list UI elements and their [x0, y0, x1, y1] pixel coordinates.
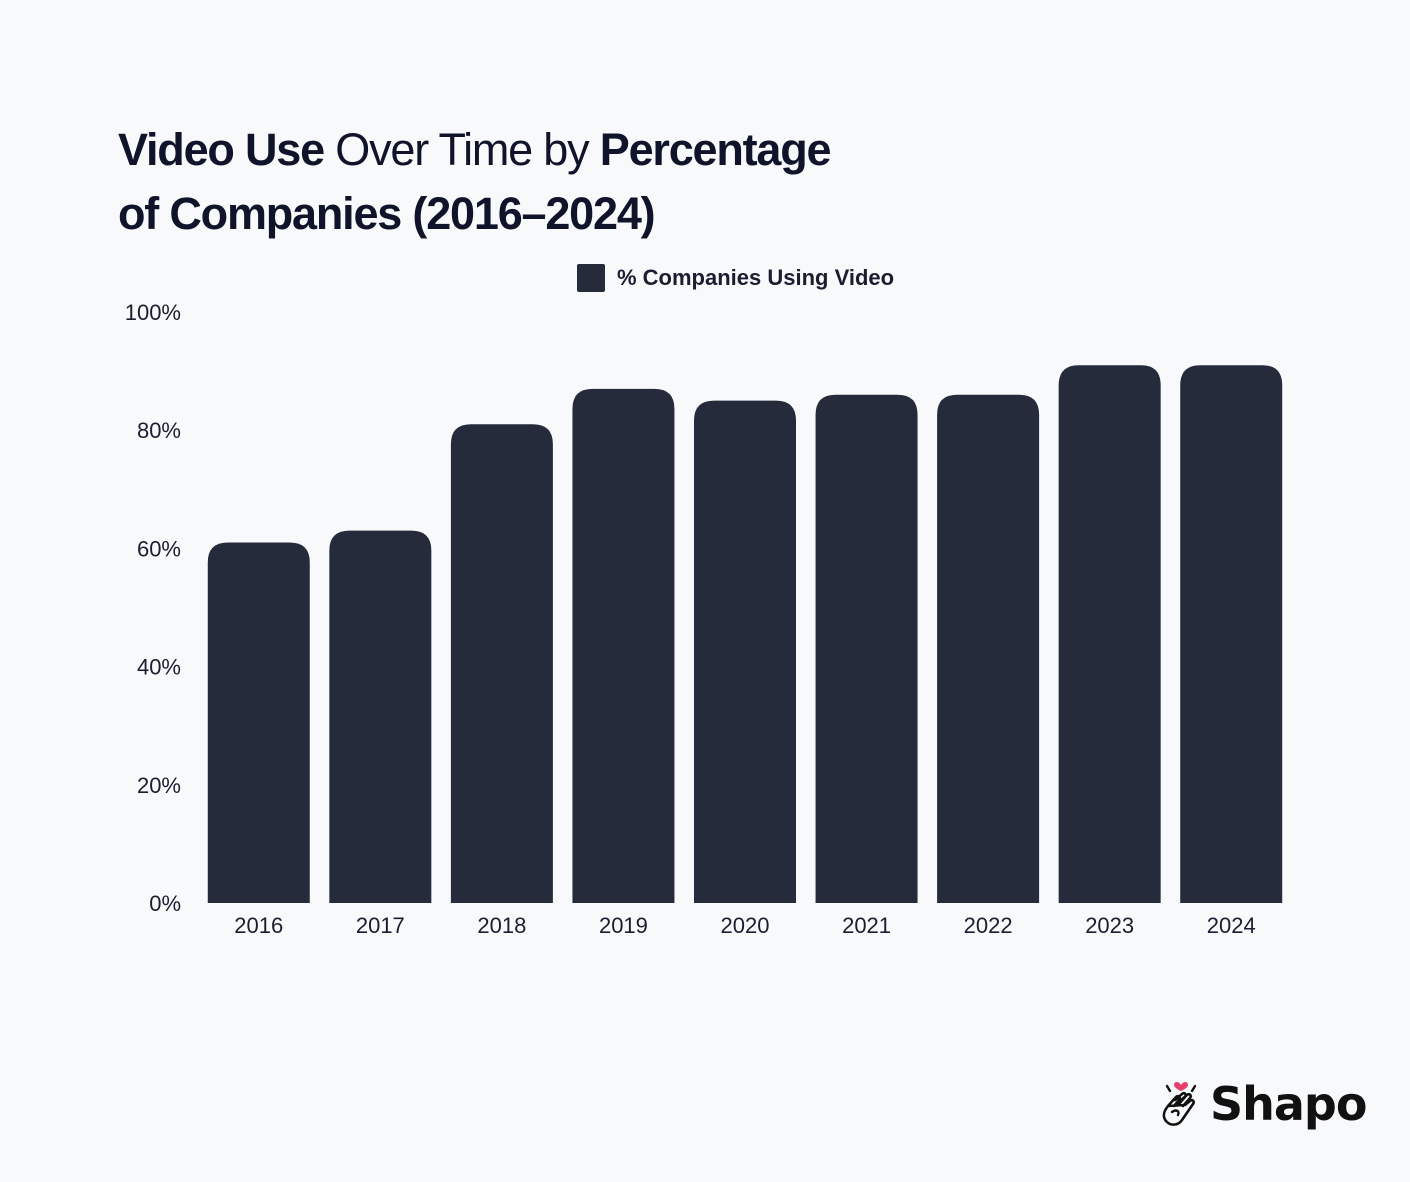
bar-2016	[207, 542, 310, 903]
x-tick-label: 2018	[477, 913, 526, 938]
chart-title: Video Use Over Time by Percentage of Comp…	[118, 118, 1018, 246]
y-tick-label: 60%	[137, 536, 181, 561]
y-axis: 0% 20% 40% 60% 80% 100%	[125, 300, 181, 916]
brand-name: Shapo	[1210, 1077, 1367, 1131]
x-tick-label: 2019	[599, 913, 648, 938]
x-tick-label: 2016	[234, 913, 283, 938]
y-tick-label: 80%	[137, 418, 181, 443]
bar-2019	[572, 388, 675, 904]
x-tick-label: 2017	[356, 913, 405, 938]
brand-logo: Shapo	[1160, 1076, 1367, 1132]
x-tick-label: 2023	[1085, 913, 1134, 938]
chart-legend: % Companies Using Video	[577, 264, 894, 292]
bar-2022	[937, 394, 1040, 903]
title-part-video-use: Video Use	[118, 124, 325, 175]
x-tick-label: 2020	[721, 913, 770, 938]
y-tick-label: 100%	[125, 300, 181, 325]
title-line-two: of Companies (2016–2024)	[118, 188, 656, 239]
bar-2021	[815, 394, 918, 903]
x-tick-label: 2022	[964, 913, 1013, 938]
bars-group	[207, 365, 1283, 904]
bar-2018	[450, 424, 553, 903]
x-axis: 2016 2017 2018 2019 2020 2021 2022 2023 2024	[234, 913, 1255, 938]
bar-2024	[1180, 365, 1283, 903]
title-part-percentage: Percentage	[599, 124, 832, 175]
x-tick-label: 2024	[1207, 913, 1256, 938]
clapping-hands-heart-icon	[1162, 1082, 1197, 1126]
x-tick-label: 2021	[842, 913, 891, 938]
y-tick-label: 20%	[137, 773, 181, 798]
bar-2020	[694, 400, 796, 903]
y-tick-label: 40%	[137, 655, 181, 680]
legend-label: % Companies Using Video	[617, 265, 895, 290]
bar-chart: 0%20%40%60%80%100% 2016 2017 2018 2019 2020 2…	[125, 300, 1283, 938]
title-part-over-time: Over Time by	[323, 124, 600, 175]
legend-swatch	[577, 264, 605, 292]
bar-2023	[1058, 365, 1161, 903]
bar-2017	[329, 530, 432, 903]
y-tick-label: 0%	[149, 891, 181, 916]
